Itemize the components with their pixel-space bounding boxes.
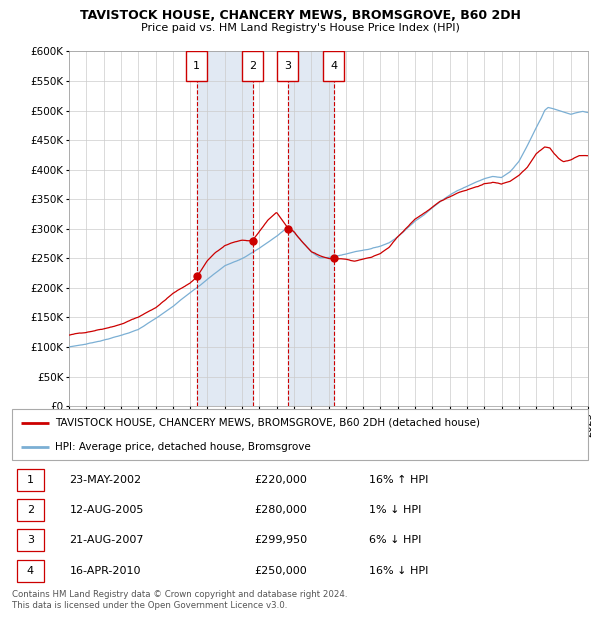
FancyBboxPatch shape bbox=[17, 499, 44, 521]
Text: 1% ↓ HPI: 1% ↓ HPI bbox=[369, 505, 421, 515]
Text: 2: 2 bbox=[249, 61, 256, 71]
Text: HPI: Average price, detached house, Bromsgrove: HPI: Average price, detached house, Brom… bbox=[55, 442, 311, 453]
FancyBboxPatch shape bbox=[323, 51, 344, 81]
Text: 1: 1 bbox=[27, 474, 34, 485]
FancyBboxPatch shape bbox=[186, 51, 207, 81]
FancyBboxPatch shape bbox=[12, 409, 588, 460]
Text: 6% ↓ HPI: 6% ↓ HPI bbox=[369, 535, 421, 546]
Text: 16-APR-2010: 16-APR-2010 bbox=[70, 565, 141, 576]
Text: Contains HM Land Registry data © Crown copyright and database right 2024.: Contains HM Land Registry data © Crown c… bbox=[12, 590, 347, 600]
FancyBboxPatch shape bbox=[17, 560, 44, 582]
FancyBboxPatch shape bbox=[17, 469, 44, 490]
Text: 3: 3 bbox=[284, 61, 291, 71]
Text: 21-AUG-2007: 21-AUG-2007 bbox=[70, 535, 144, 546]
Text: TAVISTOCK HOUSE, CHANCERY MEWS, BROMSGROVE, B60 2DH: TAVISTOCK HOUSE, CHANCERY MEWS, BROMSGRO… bbox=[80, 9, 520, 22]
Text: £299,950: £299,950 bbox=[254, 535, 307, 546]
Text: 3: 3 bbox=[27, 535, 34, 546]
Text: 23-MAY-2002: 23-MAY-2002 bbox=[70, 474, 142, 485]
Text: TAVISTOCK HOUSE, CHANCERY MEWS, BROMSGROVE, B60 2DH (detached house): TAVISTOCK HOUSE, CHANCERY MEWS, BROMSGRO… bbox=[55, 418, 480, 428]
Bar bbox=[197, 51, 253, 406]
Text: £250,000: £250,000 bbox=[254, 565, 307, 576]
FancyBboxPatch shape bbox=[277, 51, 298, 81]
Bar bbox=[287, 51, 334, 406]
FancyBboxPatch shape bbox=[242, 51, 263, 81]
Text: 16% ↑ HPI: 16% ↑ HPI bbox=[369, 474, 428, 485]
Text: 1: 1 bbox=[193, 61, 200, 71]
Text: 4: 4 bbox=[27, 565, 34, 576]
FancyBboxPatch shape bbox=[17, 529, 44, 551]
Text: 16% ↓ HPI: 16% ↓ HPI bbox=[369, 565, 428, 576]
Text: £280,000: £280,000 bbox=[254, 505, 307, 515]
Text: £220,000: £220,000 bbox=[254, 474, 307, 485]
Text: 2: 2 bbox=[27, 505, 34, 515]
Text: 4: 4 bbox=[330, 61, 337, 71]
Text: This data is licensed under the Open Government Licence v3.0.: This data is licensed under the Open Gov… bbox=[12, 601, 287, 611]
Text: Price paid vs. HM Land Registry's House Price Index (HPI): Price paid vs. HM Land Registry's House … bbox=[140, 23, 460, 33]
Text: 12-AUG-2005: 12-AUG-2005 bbox=[70, 505, 144, 515]
